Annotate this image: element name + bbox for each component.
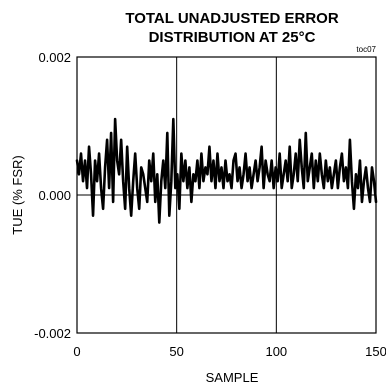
chart-title-line-1: TOTAL UNADJUSTED ERROR: [125, 10, 339, 27]
x-tick-label-1: 50: [169, 344, 183, 359]
y-tick-label-0: 0.002: [38, 50, 71, 65]
x-tick-label-3: 150: [365, 344, 386, 359]
tue-series-line: [75, 117, 378, 224]
plot-area: 0 50 100 150 0.002 0.000 -0.002: [34, 50, 386, 359]
x-axis-label: SAMPLE: [206, 370, 259, 385]
y-tick-label-1: 0.000: [38, 188, 71, 203]
y-tick-label-2: -0.002: [34, 326, 71, 341]
x-tick-label-2: 100: [265, 344, 287, 359]
x-tick-label-0: 0: [73, 344, 80, 359]
y-axis-label: TUE (% FSR): [10, 155, 25, 234]
figure-tag: toc07: [356, 45, 376, 54]
chart-title-line-2: DISTRIBUTION AT 25°C: [149, 29, 316, 46]
